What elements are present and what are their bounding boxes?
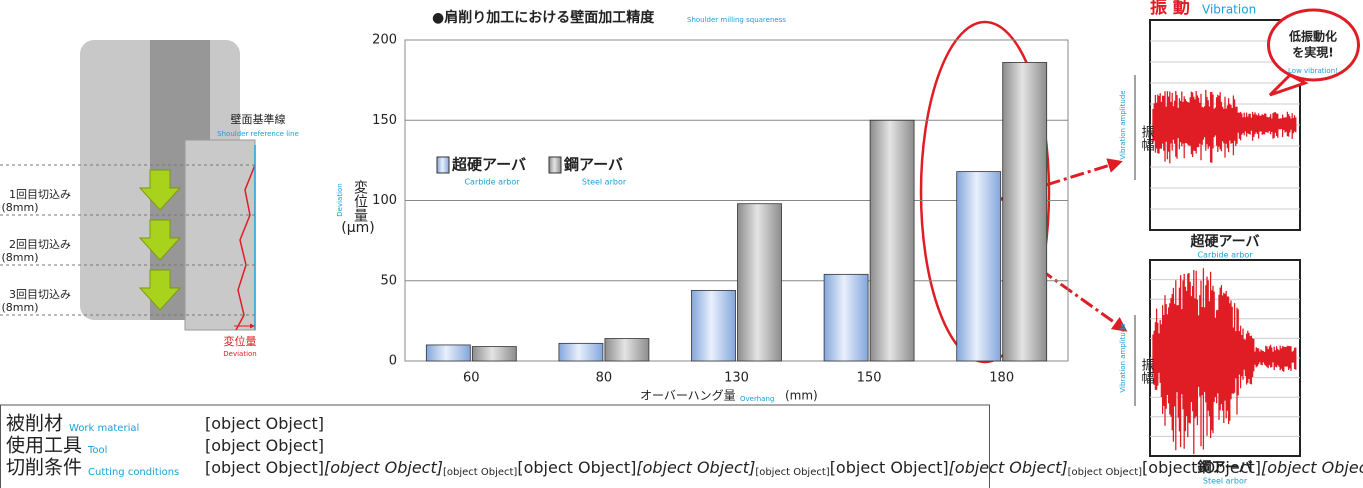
text: (μm) [341,220,374,236]
pass-depth: (8mm) [1,251,38,264]
bar [691,289,736,362]
text: Deviation [336,183,344,216]
text: 変位量 [224,334,257,348]
path [235,164,256,331]
path [138,269,182,311]
condition-label: 被削材 [6,413,63,435]
path [138,169,182,211]
x-tick-label: 80 [596,371,613,386]
condition-part: [object Object] [205,414,324,433]
amplitude-label: 振幅 [1139,125,1155,152]
condition-value: [object Object] [205,436,324,455]
x-tick-label: 130 [724,371,749,386]
text: Vibration [1202,3,1256,17]
amplitude-label-en: Vibration amplitude [1119,323,1127,392]
condition-part: [object Object] [949,458,1068,477]
y-tick-label: 150 [372,113,397,128]
condition-label: 使用工具 [6,435,82,457]
panel-name-en: Steel arbor [1203,477,1248,486]
y-tick-label: 0 [389,354,397,369]
condition-value: [object Object][object Object][object Ob… [205,458,1363,479]
text: 振 動 [1150,0,1190,18]
vibration-signal [1152,89,1297,164]
ellipse [919,20,1051,364]
pass-depth: (8mm) [1,301,38,314]
bar [1002,62,1048,362]
amplitude-label-en: Vibration amplitude [1119,90,1127,159]
bar [604,338,650,362]
y-tick-label: 100 [372,193,397,208]
bar [558,342,604,362]
legend-swatch [548,156,562,174]
x-tick-label: 180 [989,371,1014,386]
pass-label: 1回目切込み [9,188,71,201]
condition-part: [object Object] [1068,467,1142,478]
pass-depth: (8mm) [1,201,38,214]
x-tick-label: 150 [857,371,882,386]
panel-name: 超硬アーバ [1189,233,1259,250]
condition-part: [object Object] [755,467,829,478]
legend-swatch [436,156,450,174]
bar [425,344,471,362]
chart: ●肩削り加工における壁面加工精度 Shoulder milling square… [336,9,1128,403]
text: 壁面基準線 [231,112,286,126]
legend-label: 超硬アーバ [451,156,526,174]
vibration-signal [1152,268,1297,455]
y-tick-label: 200 [372,33,397,48]
g: 1回目切込み(8mm)2回目切込み(8mm)3回目切込み(8mm) [1,188,71,314]
line [1019,253,1128,332]
conditions-box [0,404,990,488]
condition-label-en: Tool [87,445,107,456]
legend-label-en: Steel arbor [582,178,627,187]
amplitude-label: 振幅 [1139,358,1155,385]
condition-part: [object Object] [1261,458,1363,477]
condition-part: [object Object] [830,458,949,477]
text: ●肩削り加工における壁面加工精度 [432,9,655,26]
condition-part: [object Object] [443,467,517,478]
legend-label-en: Carbide arbor [464,178,520,187]
bar [737,203,782,362]
pass-label: 2回目切込み [9,238,71,251]
condition-part: [object Object] [636,458,755,477]
x-tick-label: 60 [463,371,480,386]
condition-label: 切削条件 [6,457,82,479]
text: Shoulder reference line [217,130,299,138]
callout-text-en: Low vibration! [1288,67,1338,75]
text: Deviation [223,350,256,358]
bar [823,273,869,362]
condition-part: [object Object] [205,436,324,455]
illustration: 壁面基準線 Shoulder reference line 変位量 Deviat… [0,40,299,358]
path [138,219,182,261]
callout-text: 低振動化 [1288,29,1337,44]
text: Shoulder milling squareness [687,16,786,24]
condition-label-en: Work material [69,423,139,434]
rect [184,139,256,331]
text: Overhang [740,395,774,403]
callout-bubble [1267,8,1360,97]
panel-name-en: Carbide arbor [1197,251,1253,260]
condition-part: [object Object] [324,458,443,477]
y-tick-label: 50 [380,273,397,288]
condition-part: [object Object] [1142,458,1261,477]
bar [869,119,915,362]
condition-part: [object Object] [205,458,324,477]
pass-label: 3回目切込み [9,288,71,301]
bar [471,346,517,362]
panel-name: 鋼アーバ [1196,459,1252,476]
callout-text: を実現! [1292,45,1333,60]
g: 被削材 Work material [object Object] 使用工具 Tool [… [6,413,1363,479]
text: オーバーハング量 [640,389,736,403]
text: 変位量 [352,179,368,222]
condition-part: [object Object] [517,458,636,477]
condition-label-en: Cutting conditions [88,467,179,478]
text: (mm) [785,389,818,403]
bar [956,171,1002,362]
legend-label: 鋼アーバ [563,156,623,174]
condition-value: [object Object] [205,414,324,433]
vibration: 振 動 Vibration 振幅 Vibration amplitude 超硬アーバ… [1119,0,1360,486]
